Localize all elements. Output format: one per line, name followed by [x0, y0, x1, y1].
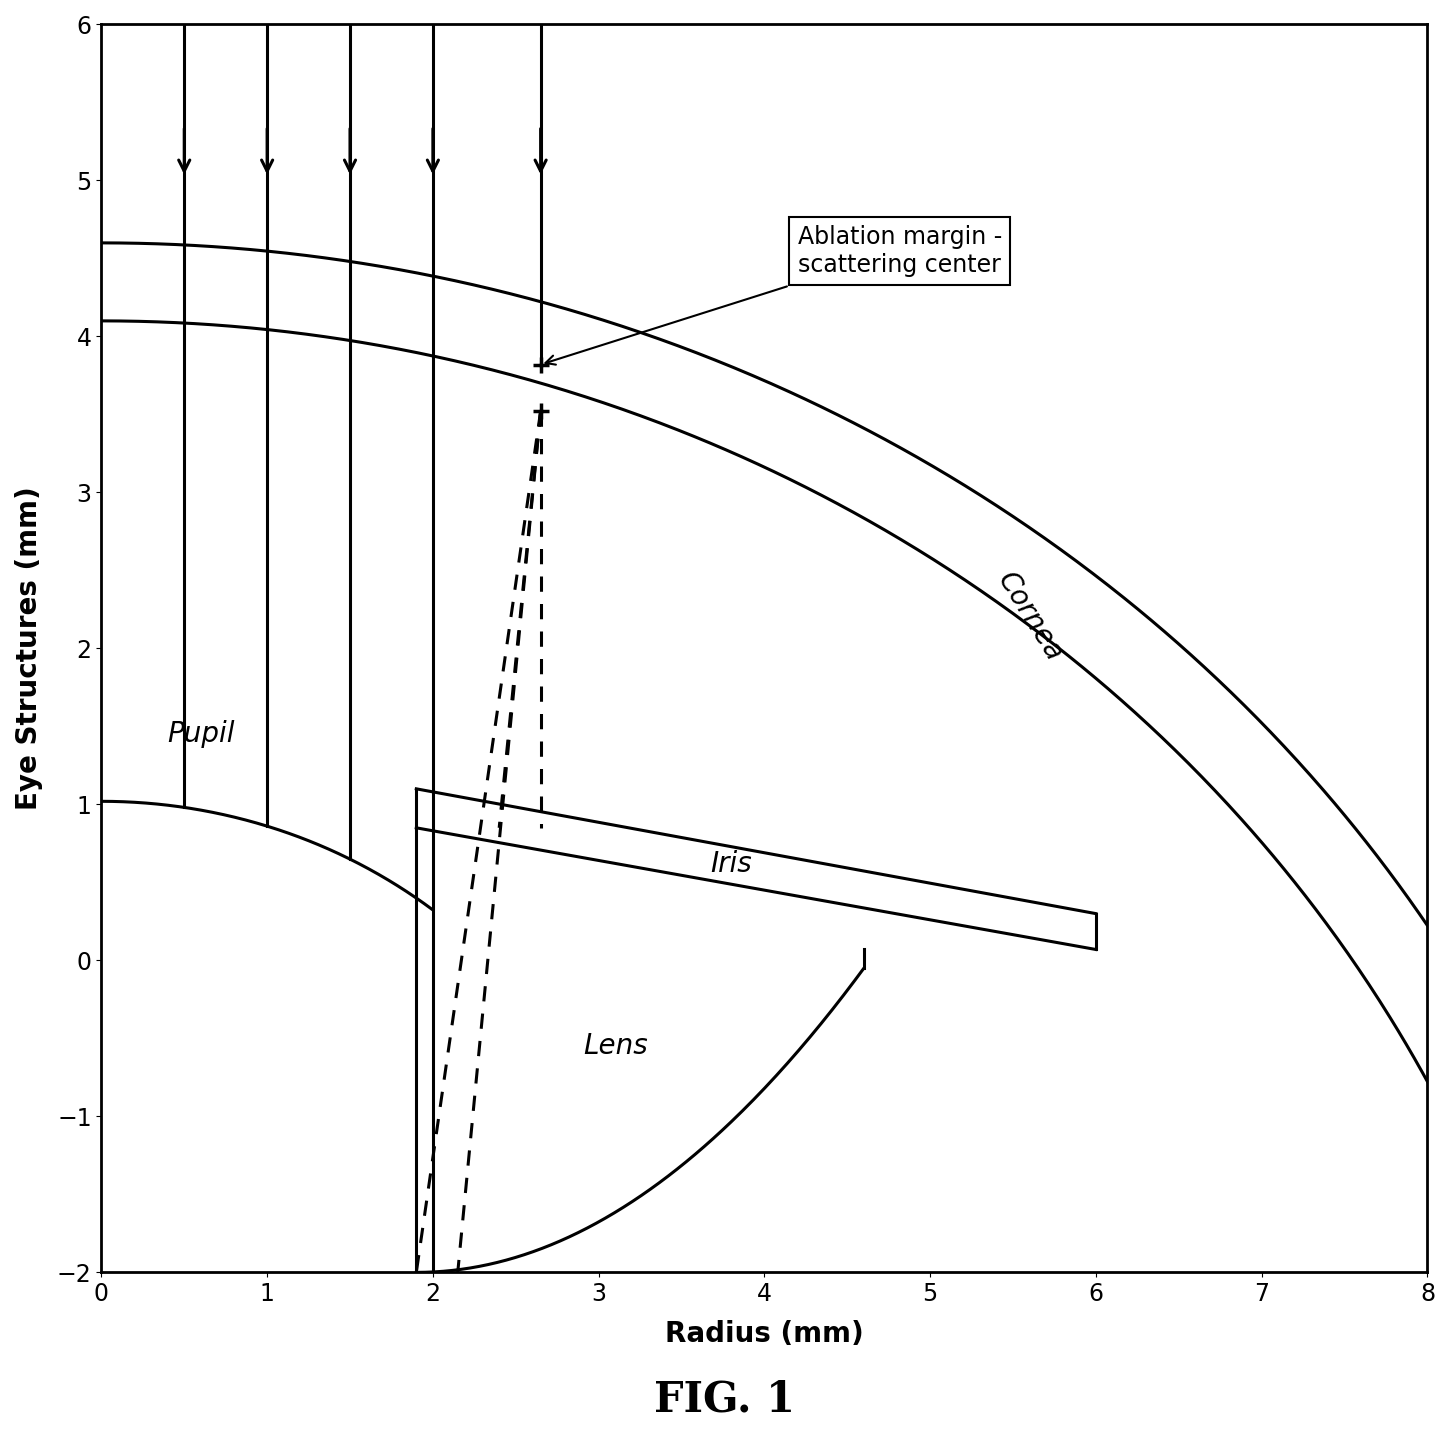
- Text: Ablation margin -
scattering center: Ablation margin - scattering center: [545, 225, 1002, 364]
- Text: Lens: Lens: [583, 1032, 648, 1060]
- Y-axis label: Eye Structures (mm): Eye Structures (mm): [14, 487, 44, 811]
- X-axis label: Radius (mm): Radius (mm): [666, 1320, 864, 1348]
- Text: FIG. 1: FIG. 1: [654, 1379, 796, 1421]
- Text: Cornea: Cornea: [992, 567, 1067, 667]
- Text: Pupil: Pupil: [167, 721, 235, 748]
- Text: Iris: Iris: [710, 850, 753, 877]
